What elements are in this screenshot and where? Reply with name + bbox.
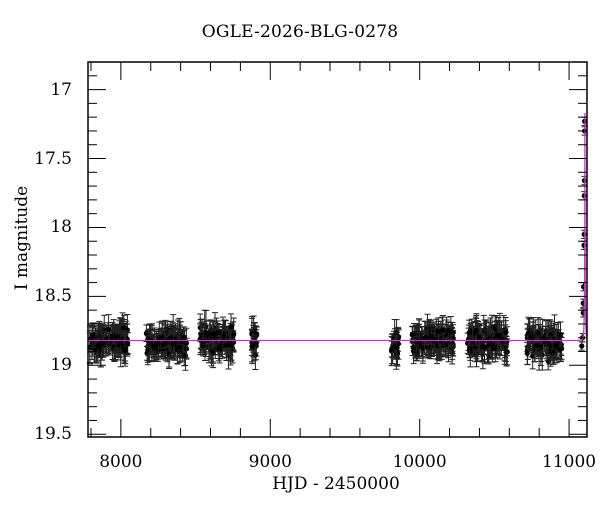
x-axis-label: HJD - 2450000	[272, 474, 400, 494]
x-tick-label: 10000	[392, 452, 447, 472]
x-tick-label: 8000	[99, 452, 143, 472]
plot-frame	[87, 61, 588, 438]
y-tick-label: 19.5	[34, 424, 72, 445]
x-tick-label: 9000	[248, 452, 292, 472]
data-points	[86, 116, 588, 371]
chart-title: OGLE-2026-BLG-0278	[201, 22, 399, 42]
y-tick-label: 19	[50, 355, 72, 376]
model-curve	[88, 113, 588, 342]
x-tick-label: 11000	[542, 452, 597, 472]
y-tick-label: 17.5	[34, 148, 72, 169]
y-tick-label: 18.5	[34, 286, 72, 307]
y-tick-label: 17	[50, 79, 72, 100]
y-tick-label: 18	[50, 217, 72, 238]
